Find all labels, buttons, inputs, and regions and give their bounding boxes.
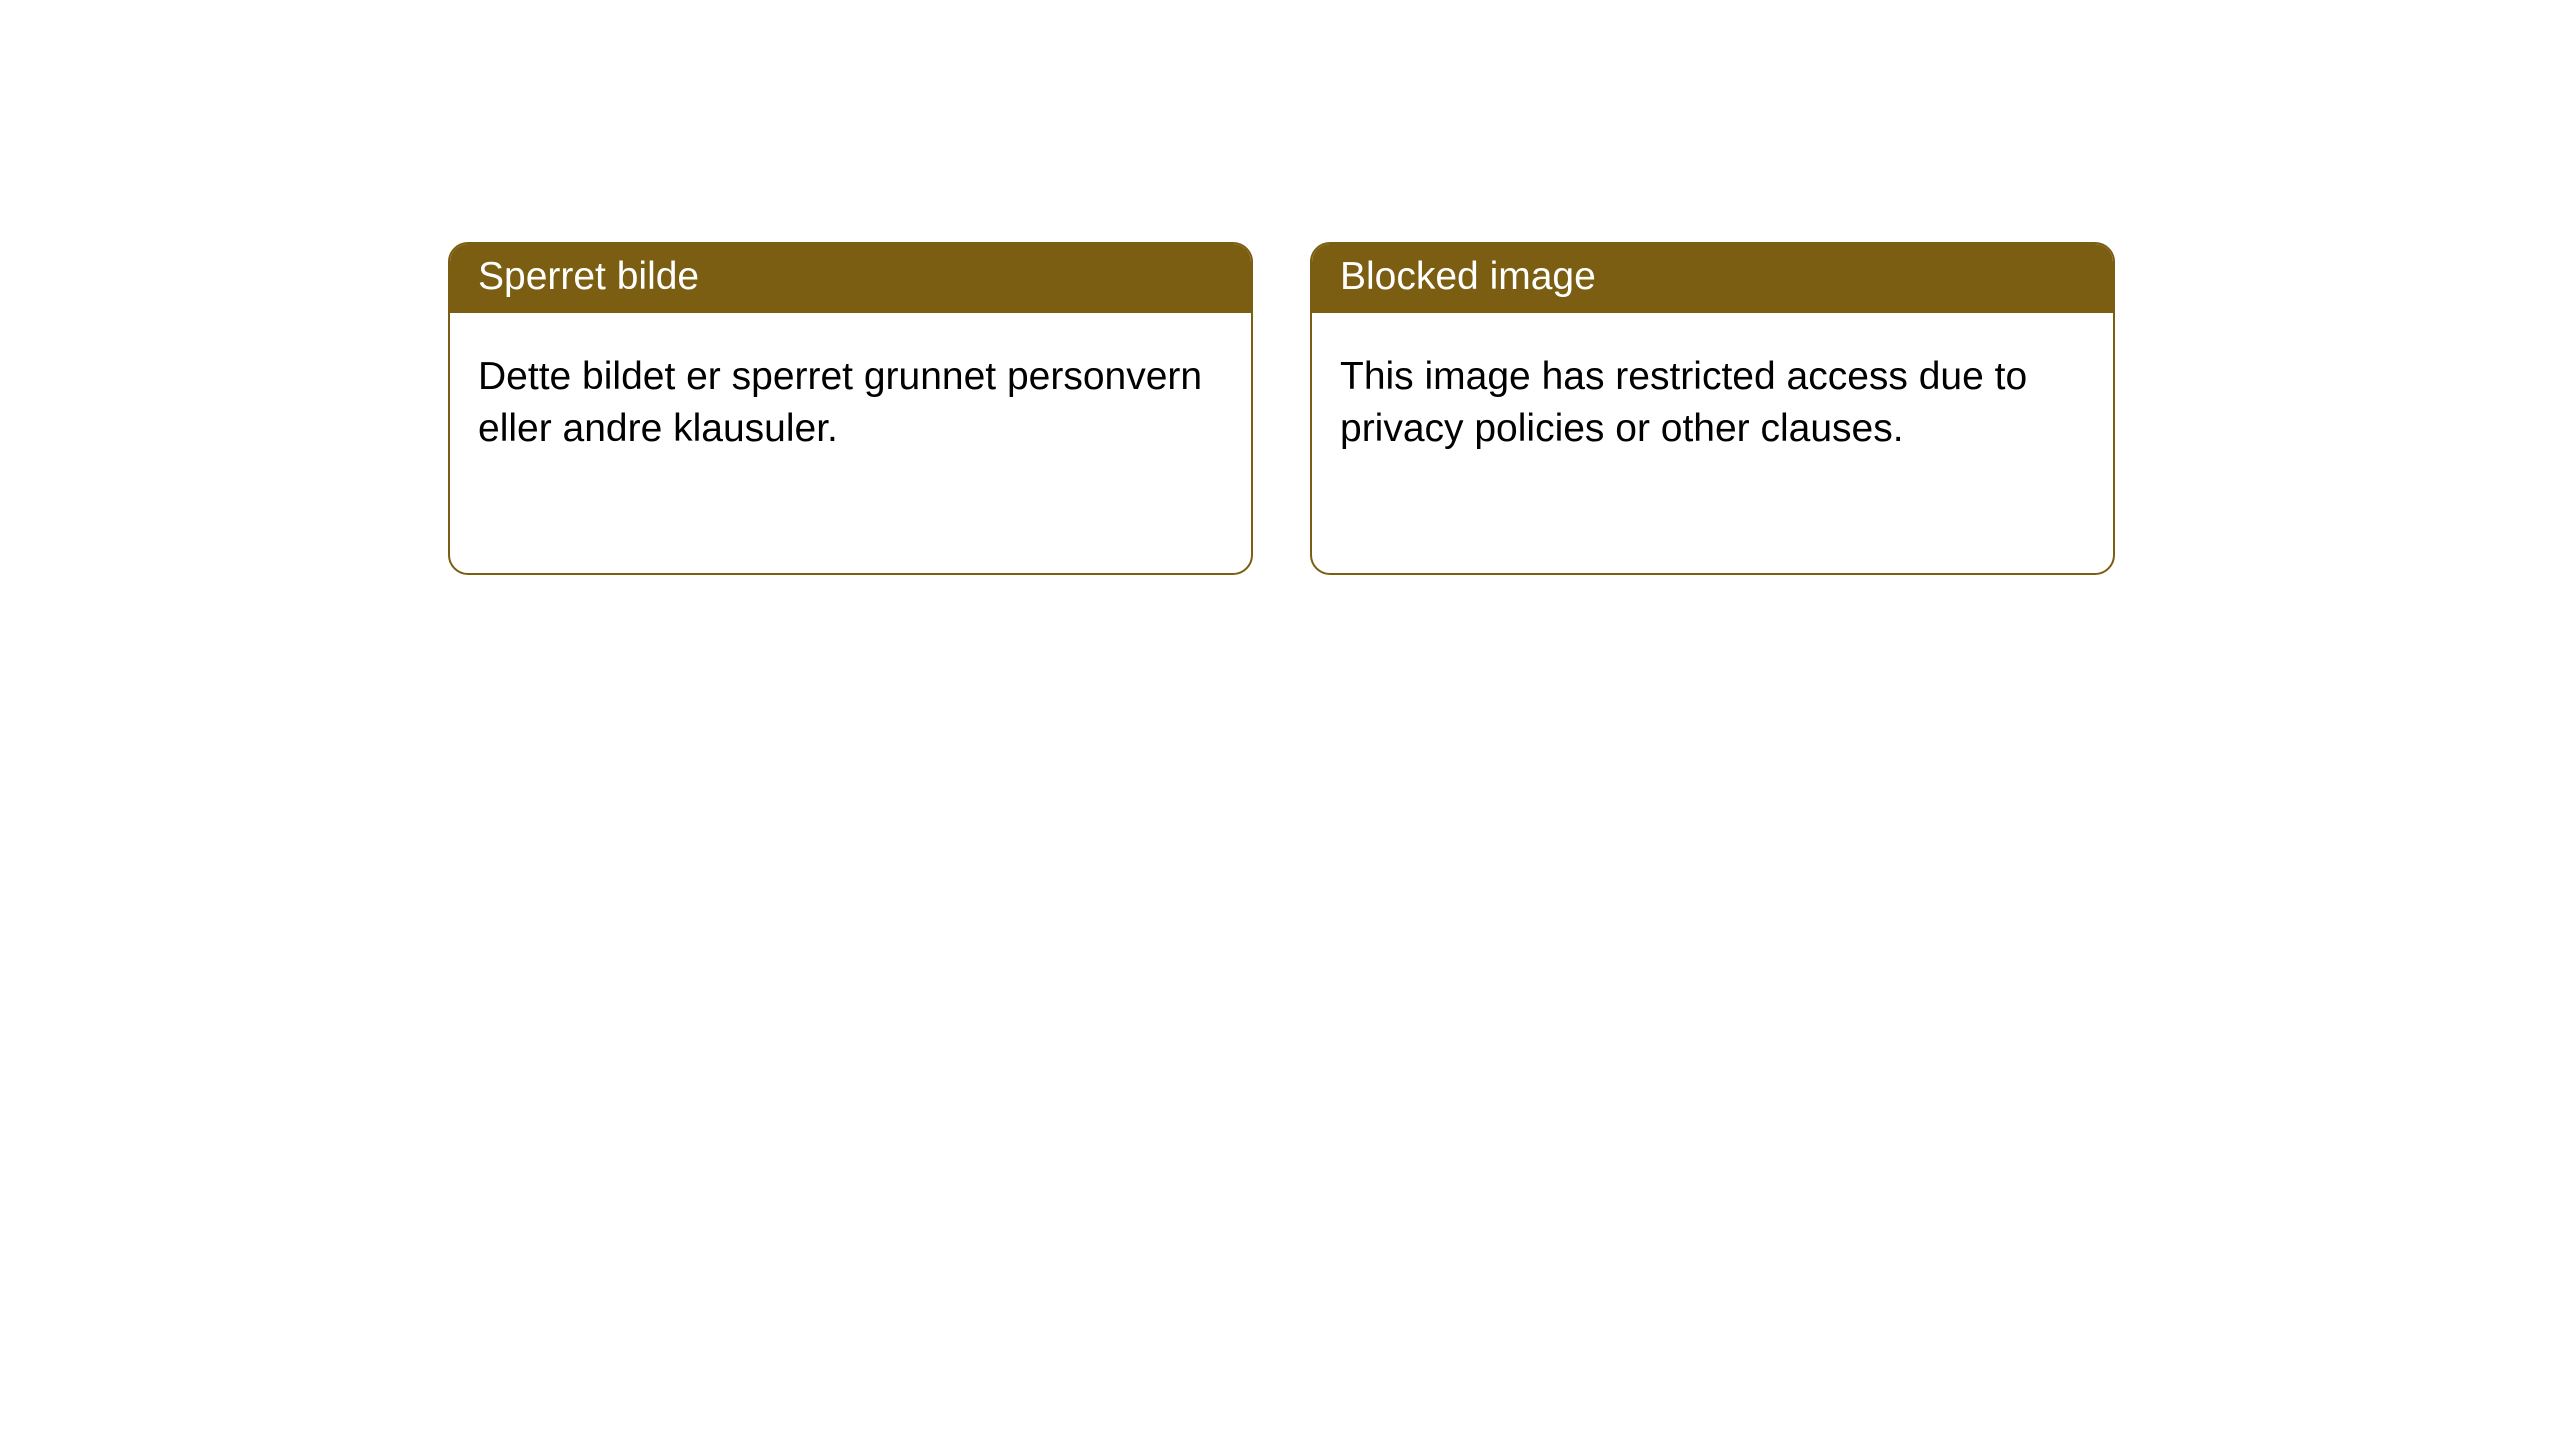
- card-body-norwegian: Dette bildet er sperret grunnet personve…: [450, 313, 1251, 494]
- card-header-norwegian: Sperret bilde: [450, 244, 1251, 313]
- card-header-english: Blocked image: [1312, 244, 2113, 313]
- notice-card-norwegian: Sperret bilde Dette bildet er sperret gr…: [448, 242, 1253, 575]
- notice-card-english: Blocked image This image has restricted …: [1310, 242, 2115, 575]
- card-body-english: This image has restricted access due to …: [1312, 313, 2113, 494]
- notice-cards-container: Sperret bilde Dette bildet er sperret gr…: [448, 242, 2115, 575]
